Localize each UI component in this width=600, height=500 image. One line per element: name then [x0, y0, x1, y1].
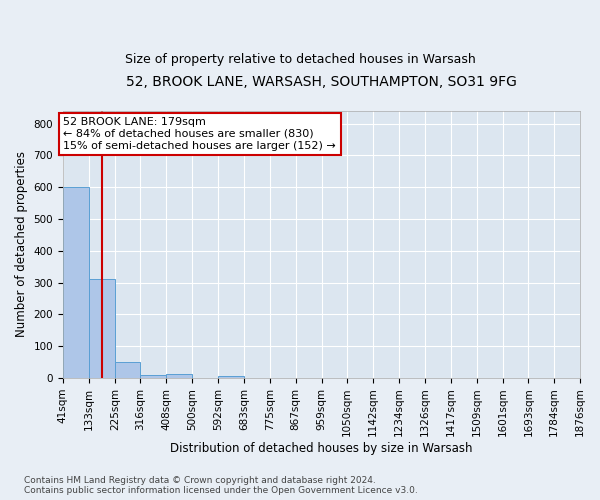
Bar [140, 375, 166, 378]
Bar [63, 188, 89, 378]
Text: 52 BROOK LANE: 179sqm
← 84% of detached houses are smaller (830)
15% of semi-det: 52 BROOK LANE: 179sqm ← 84% of detached … [64, 118, 336, 150]
Title: 52, BROOK LANE, WARSASH, SOUTHAMPTON, SO31 9FG: 52, BROOK LANE, WARSASH, SOUTHAMPTON, SO… [126, 75, 517, 89]
Text: Contains HM Land Registry data © Crown copyright and database right 2024.
Contai: Contains HM Land Registry data © Crown c… [24, 476, 418, 495]
Bar [166, 374, 192, 378]
Text: Size of property relative to detached houses in Warsash: Size of property relative to detached ho… [125, 52, 475, 66]
Bar [218, 376, 244, 378]
Y-axis label: Number of detached properties: Number of detached properties [15, 152, 28, 338]
Bar [89, 280, 115, 378]
Bar [115, 362, 140, 378]
X-axis label: Distribution of detached houses by size in Warsash: Distribution of detached houses by size … [170, 442, 473, 455]
